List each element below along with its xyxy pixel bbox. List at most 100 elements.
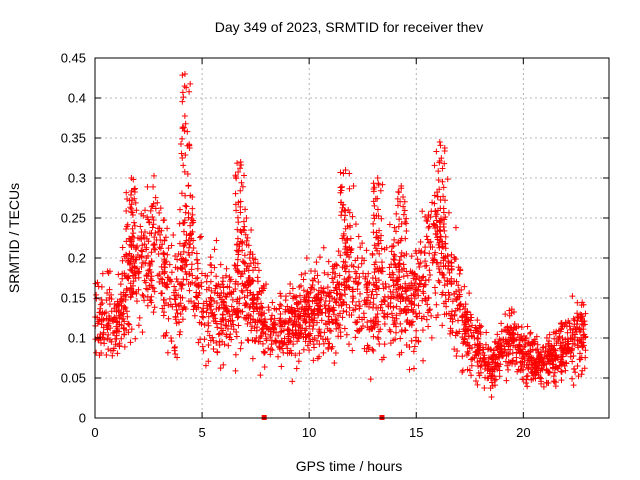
- data-point: [348, 262, 355, 269]
- data-point: [364, 319, 371, 326]
- data-point: [423, 217, 430, 224]
- data-point: [417, 259, 424, 266]
- data-point: [304, 342, 311, 349]
- data-point: [237, 187, 244, 194]
- data-point: [327, 328, 334, 335]
- data-point: [171, 343, 178, 350]
- data-point: [175, 303, 182, 310]
- y-tick-label: 0.1: [68, 331, 86, 346]
- data-point: [531, 340, 538, 347]
- data-point: [244, 287, 251, 294]
- data-point: [226, 313, 233, 320]
- data-point: [187, 230, 194, 237]
- data-point: [190, 237, 197, 244]
- data-point: [505, 351, 512, 358]
- data-point: [268, 341, 275, 348]
- data-point: [434, 207, 441, 214]
- data-point: [227, 318, 234, 325]
- data-point: [244, 320, 251, 327]
- data-point: [406, 366, 413, 373]
- data-point: [331, 262, 338, 269]
- data-point: [313, 259, 320, 266]
- data-point: [370, 318, 377, 325]
- data-point: [448, 275, 455, 282]
- data-point: [143, 285, 150, 292]
- data-point: [139, 260, 146, 267]
- data-point: [143, 246, 150, 253]
- data-point: [578, 302, 585, 309]
- data-point: [217, 261, 224, 268]
- data-point: [573, 321, 580, 328]
- data-point: [186, 271, 193, 278]
- data-point: [125, 275, 132, 282]
- data-point: [199, 343, 206, 350]
- data-point: [213, 237, 220, 244]
- data-point: [398, 183, 405, 189]
- data-point: [282, 297, 289, 304]
- data-point: [538, 365, 545, 372]
- data-point: [390, 337, 397, 344]
- data-point: [371, 269, 378, 276]
- data-point: [246, 304, 253, 311]
- data-point: [156, 209, 163, 216]
- data-point: [502, 338, 509, 345]
- data-point: [369, 346, 376, 353]
- data-point: [462, 305, 469, 312]
- data-point: [133, 256, 140, 263]
- data-point: [341, 235, 348, 242]
- data-point: [465, 316, 472, 323]
- data-point: [332, 270, 339, 277]
- data-point: [505, 366, 512, 373]
- data-point: [237, 203, 244, 210]
- data-point: [182, 120, 189, 127]
- data-point: [481, 385, 488, 392]
- data-point: [297, 312, 304, 319]
- data-point: [111, 329, 118, 336]
- data-point: [177, 141, 184, 148]
- data-point: [569, 346, 576, 353]
- data-point: [181, 217, 188, 224]
- data-point: [194, 274, 201, 281]
- data-point: [410, 306, 417, 313]
- data-point: [150, 309, 157, 316]
- data-point: [412, 247, 419, 254]
- data-point: [390, 251, 397, 258]
- data-point: [401, 207, 408, 214]
- data-point: [307, 267, 314, 274]
- data-point: [247, 260, 254, 267]
- data-point: [216, 304, 223, 311]
- data-point: [208, 262, 215, 269]
- data-point: [373, 314, 380, 321]
- data-point: [297, 322, 304, 329]
- data-point: [201, 321, 208, 328]
- data-point: [432, 249, 439, 256]
- data-point: [365, 344, 372, 351]
- data-point: [315, 291, 322, 298]
- data-point: [411, 301, 418, 308]
- data-point: [342, 291, 349, 298]
- data-point: [178, 257, 185, 264]
- data-point: [425, 323, 432, 330]
- data-point: [234, 226, 241, 233]
- data-point: [397, 253, 404, 260]
- data-point: [528, 376, 535, 383]
- data-point: [170, 232, 177, 239]
- data-point: [466, 367, 473, 374]
- data-point: [575, 344, 582, 351]
- data-point: [201, 336, 208, 343]
- data-point: [349, 298, 356, 305]
- data-point: [127, 294, 134, 301]
- data-point: [363, 247, 370, 254]
- data-point: [186, 88, 193, 95]
- data-point: [365, 270, 372, 277]
- data-point: [220, 327, 227, 334]
- data-point: [168, 269, 175, 276]
- data-point: [361, 297, 368, 304]
- data-point: [170, 289, 177, 296]
- data-point: [561, 362, 568, 369]
- data-point: [265, 345, 272, 352]
- data-point: [236, 240, 243, 247]
- data-point: [276, 317, 283, 324]
- data-point: [238, 287, 245, 294]
- data-point: [106, 315, 113, 322]
